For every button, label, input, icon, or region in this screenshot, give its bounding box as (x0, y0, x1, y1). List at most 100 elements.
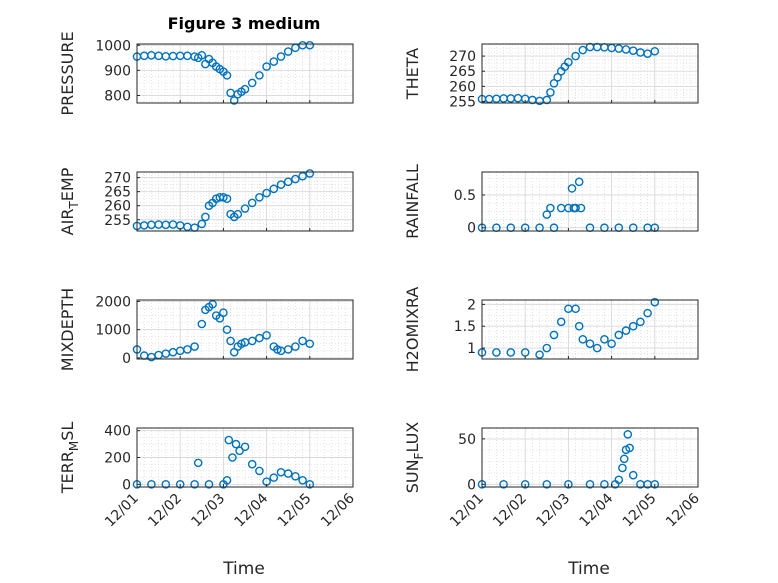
axes-background (482, 428, 698, 487)
data-point (219, 308, 228, 318)
data-point (614, 330, 624, 340)
x-tick-label: 12/05 (275, 491, 315, 531)
data-point (240, 442, 250, 452)
data-point (636, 317, 645, 327)
data-point (269, 473, 279, 482)
data-point (222, 325, 232, 334)
y-axis-label: RAINFALL (403, 164, 422, 239)
data-point (564, 57, 573, 67)
data-point (546, 203, 555, 213)
axes-frame (481, 171, 699, 232)
y-tick-label: 260 (104, 199, 131, 215)
y-tick-label: 200 (104, 451, 131, 467)
data-point (305, 480, 315, 489)
data-point (197, 319, 207, 329)
axes-frame (136, 43, 354, 104)
figure-title: Figure 3 medium (168, 14, 321, 33)
y-tick-label: 0 (467, 477, 476, 493)
data-point (262, 330, 271, 340)
y-tick-label: 0 (122, 477, 131, 493)
data-point (628, 321, 638, 331)
data-point (585, 479, 595, 489)
y-tick-label: 50 (458, 432, 476, 448)
data-point (298, 336, 307, 346)
data-point (226, 336, 235, 346)
data-point (614, 475, 624, 485)
subplot-rainfall: 0 0.5 RAINFALL (403, 164, 699, 239)
data-point (183, 345, 192, 354)
y-axis-label: THETA (403, 48, 422, 100)
data-point (600, 479, 609, 489)
data-point (204, 480, 214, 489)
data-point (255, 333, 264, 343)
data-point (643, 49, 652, 58)
data-point (175, 480, 185, 489)
data-point (247, 336, 257, 346)
data-point (283, 345, 293, 354)
data-point (553, 72, 562, 82)
data-point (222, 194, 232, 203)
data-point (240, 84, 250, 94)
data-point (201, 212, 210, 222)
y-tick-label: 0 (467, 221, 476, 237)
data-point (291, 174, 300, 184)
axes-background (482, 172, 698, 231)
data-point (600, 335, 609, 344)
subplot-terr-msl: 0 200 400 12/01 12/02 12/03 12/04 12/05 12/06 TER… (58, 422, 358, 531)
data-point (233, 209, 243, 219)
data-point (520, 479, 530, 489)
y-tick-label: 900 (104, 63, 131, 79)
y-tick-label: 0.5 (454, 188, 476, 204)
data-point (147, 480, 156, 489)
y-tick-label: 270 (104, 171, 131, 187)
data-point (571, 51, 580, 61)
data-point (197, 219, 207, 229)
data-point (262, 62, 271, 71)
data-point (650, 479, 660, 489)
data-point (564, 479, 573, 489)
axes-background (137, 44, 353, 103)
data-point (283, 177, 293, 187)
subplot-mixdepth: 0 1000 2000 MIXDEPTH (58, 288, 354, 371)
data-point (556, 317, 566, 327)
axes-frame (481, 43, 699, 104)
data-point (255, 71, 264, 80)
x-tick-label: 12/06 (663, 490, 703, 530)
x-tick-label: 12/02 (145, 491, 185, 531)
y-tick-label: 1000 (95, 323, 131, 339)
data-point (585, 339, 595, 349)
data-point (549, 79, 559, 88)
data-point (235, 446, 244, 456)
y-tick-label: 265 (449, 64, 476, 80)
data-point (567, 184, 577, 193)
data-point (625, 443, 634, 453)
data-point (247, 78, 257, 88)
data-point (298, 171, 307, 181)
data-point (571, 304, 580, 314)
data-point (276, 52, 286, 61)
data-point (623, 430, 633, 439)
data-point (161, 480, 171, 489)
y-tick-label: 265 (104, 185, 131, 201)
data-point (506, 348, 516, 357)
data-point (546, 88, 555, 97)
data-point (262, 188, 271, 198)
data-point (283, 47, 293, 56)
y-axis-label: TERRMSL (58, 422, 81, 495)
data-point (208, 299, 217, 309)
data-point (222, 71, 232, 80)
data-point (578, 45, 588, 55)
y-tick-label: 260 (449, 79, 476, 95)
data-point (576, 203, 586, 213)
data-point (298, 475, 307, 485)
data-point (578, 335, 588, 344)
data-point (269, 57, 279, 66)
subplot-pressure: 800 900 1000 PRESSURE (58, 31, 354, 116)
data-point (247, 198, 257, 208)
y-tick-label: 800 (104, 88, 131, 104)
data-point (492, 348, 501, 357)
y-tick-label: 2000 (95, 294, 131, 310)
x-tick-label: 12/04 (232, 490, 272, 530)
